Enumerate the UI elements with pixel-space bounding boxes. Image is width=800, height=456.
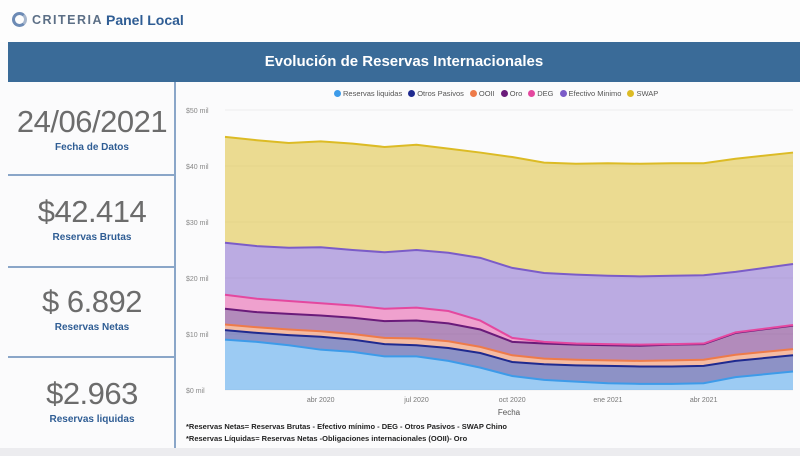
kpi-label: Reservas liquidas (49, 414, 135, 425)
x-tick-label: abr 2021 (690, 397, 718, 404)
chart-notes: *Reservas Netas= Reservas Brutas - Efect… (186, 421, 507, 445)
legend-item-oro[interactable]: Oro (500, 89, 523, 98)
brand-name: CRITERIA (32, 12, 104, 27)
x-tick-label: jul 2020 (403, 397, 429, 404)
line-ooii (224, 323, 794, 362)
logo-ring-icon (12, 12, 27, 27)
line-swap (224, 135, 794, 165)
kpi-card-reservas-brutas: $42.414 Reservas Brutas (8, 194, 176, 243)
y-tick-label: $0 mil (186, 388, 205, 395)
legend-dot-icon (627, 90, 635, 97)
legend-item-reservas-liquidas[interactable]: Reservas liquidas (334, 89, 402, 98)
legend-dot-icon (500, 90, 508, 97)
legend-item-efectivo-minimo[interactable]: Efectivo Minimo (559, 89, 622, 98)
chart-legend: Reservas liquidas Otros Pasivos OOII Oro DEG… (334, 89, 658, 98)
area-efectivo-minimo[interactable] (225, 242, 793, 345)
x-tick-label: ene 2021 (593, 397, 622, 404)
area-ooii[interactable] (225, 324, 793, 367)
kpi-label: Fecha de Datos (55, 142, 129, 153)
y-tick-label: $10 mil (186, 332, 209, 339)
legend-label: Oro (509, 89, 523, 98)
kpi-divider (8, 356, 176, 358)
line-deg (224, 293, 794, 346)
kpi-divider (8, 174, 176, 176)
legend-dot-icon (559, 90, 567, 97)
legend-label: SWAP (636, 89, 659, 98)
legend-item-deg[interactable]: DEG (528, 89, 554, 98)
area-swap[interactable] (225, 136, 793, 277)
y-tick-label: $30 mil (186, 220, 209, 227)
x-axis-label: Fecha (498, 408, 521, 417)
line-efectivo-minimo (224, 241, 794, 278)
legend-dot-icon (528, 90, 536, 97)
legend-label: OOII (478, 89, 495, 98)
line-otros-pasivos (224, 329, 794, 368)
legend-label: DEG (537, 89, 554, 98)
kpi-value: $ 6.892 (42, 284, 142, 319)
legend-label: Reservas liquidas (343, 89, 403, 98)
kpi-label: Reservas Netas (54, 322, 130, 333)
chart-banner-title: Evolución de Reservas Internacionales (8, 42, 800, 82)
legend-label: Efectivo Minimo (568, 89, 622, 98)
note-reservas-netas: *Reservas Netas= Reservas Brutas - Efect… (186, 422, 508, 431)
note-reservas-liquidas: *Reservas Líquidas= Reservas Netas -Obli… (186, 434, 468, 443)
line-reservas-liquidas (224, 338, 794, 385)
kpi-label: Reservas Brutas (52, 232, 132, 243)
legend-dot-icon (408, 90, 416, 97)
legend-item-swap[interactable]: SWAP (627, 89, 658, 98)
area-otros-pasivos[interactable] (225, 330, 793, 384)
kpi-divider (8, 266, 176, 268)
kpi-card-reservas-liquidas: $2.963 Reservas liquidas (8, 376, 176, 425)
kpi-card-reservas-netas: $ 6.892 Reservas Netas (8, 284, 176, 333)
kpi-value: $42.414 (37, 194, 147, 229)
reserves-chart[interactable]: Reservas liquidas Otros Pasivos OOII Oro DEG… (178, 82, 800, 448)
top-bar: CRITERIA Panel Local (0, 0, 800, 42)
y-tick-label: $40 mil (186, 164, 209, 171)
area-oro[interactable] (225, 308, 793, 361)
y-tick-label: $20 mil (186, 276, 209, 283)
legend-dot-icon (334, 90, 341, 97)
y-tick-label: $50 mil (186, 108, 209, 115)
kpi-value: 24/06/2021 (16, 104, 168, 139)
kpi-column: 24/06/2021 Fecha de Datos $42.414 Reserv… (0, 82, 176, 448)
area-reservas-liquidas[interactable] (225, 339, 793, 390)
criteria-logo[interactable]: CRITERIA (12, 12, 103, 27)
kpi-value: $2.963 (46, 376, 138, 411)
legend-dot-icon (469, 90, 477, 97)
bottom-strip (0, 448, 800, 456)
legend-item-otros-pasivos[interactable]: Otros Pasivos (408, 89, 464, 98)
kpi-card-fecha: 24/06/2021 Fecha de Datos (8, 104, 176, 153)
legend-item-ooii[interactable]: OOII (469, 89, 495, 98)
x-tick-label: abr 2020 (307, 397, 335, 404)
x-tick-label: oct 2020 (499, 397, 526, 404)
legend-label: Otros Pasivos (417, 89, 464, 98)
chart-svg[interactable]: $0 mil $10 mil $20 mil $30 mil $40 mil $50 mi… (178, 82, 800, 422)
panel-title[interactable]: Panel Local (106, 12, 184, 28)
